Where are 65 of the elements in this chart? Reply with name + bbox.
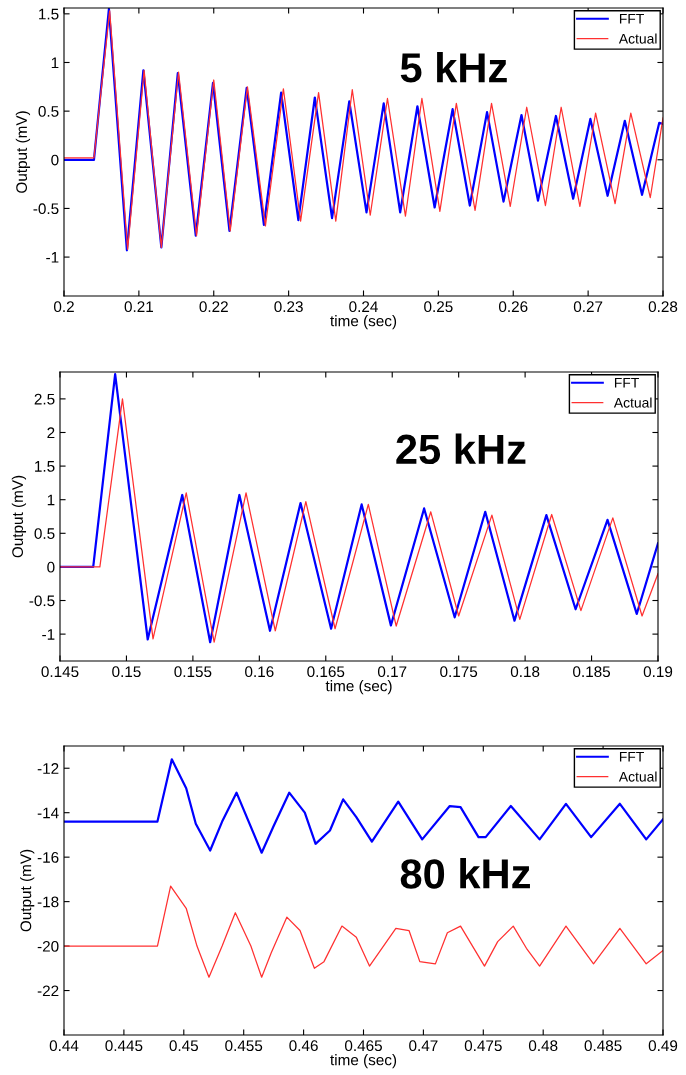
y-tick-label: -0.5	[33, 203, 59, 215]
y-axis-title: Output (mV)	[11, 475, 27, 558]
x-tick-label: 0.44	[49, 1040, 79, 1052]
y-tick-label: -1	[46, 252, 59, 263]
x-tick-label: 0.16	[245, 666, 274, 678]
legend-label: Actual	[618, 771, 657, 782]
x-tick-label: 0.24	[349, 301, 378, 313]
x-tick-label: 0.445	[105, 1040, 143, 1052]
legend-label: FFT	[619, 14, 644, 24]
y-tick-label: -18	[37, 896, 59, 908]
y-tick-label: 2	[47, 427, 55, 439]
x-tick-label: 0.475	[464, 1040, 502, 1052]
annotation: 80 kHz	[400, 858, 530, 889]
x-tick-label: 0.155	[174, 666, 212, 678]
x-tick-label: 0.185	[573, 666, 611, 678]
x-tick-label: 0.15	[112, 666, 141, 678]
x-tick-label: 0.28	[648, 301, 678, 313]
x-tick-label: 0.46	[289, 1040, 318, 1052]
x-tick-label: 0.465	[344, 1040, 382, 1052]
y-tick-label: 0.5	[38, 106, 59, 117]
y-tick-label: 1	[51, 57, 59, 69]
y-axis-title: Output (mV)	[15, 111, 31, 193]
x-tick-label: 0.455	[225, 1040, 263, 1052]
x-tick-label: 0.2	[53, 301, 74, 313]
x-tick-label: 0.48	[528, 1040, 558, 1052]
y-tick-label: -14	[37, 807, 59, 819]
y-tick-label: 1	[47, 494, 55, 506]
x-tick-label: 0.17	[377, 666, 407, 678]
x-axis-title: time (sec)	[330, 1054, 397, 1069]
y-tick-label: 2.5	[34, 393, 55, 405]
legend-label: FFT	[619, 752, 644, 762]
x-tick-label: 0.27	[573, 301, 603, 313]
y-tick-label: -1	[42, 629, 55, 640]
y-tick-label: -22	[37, 985, 59, 997]
legend-label: Actual	[613, 397, 652, 408]
x-tick-label: 0.21	[124, 301, 153, 313]
legend-label: FFT	[614, 378, 639, 388]
annotation: 25 kHz	[396, 433, 526, 465]
y-tick-label: -0.5	[29, 595, 55, 607]
y-tick-label: -12	[37, 763, 59, 774]
y-tick-label: -16	[37, 852, 59, 863]
x-tick-label: 0.165	[307, 666, 345, 678]
y-tick-label: 1.5	[39, 8, 59, 20]
x-tick-label: 0.47	[409, 1040, 438, 1052]
x-tick-label: 0.23	[274, 301, 303, 313]
x-tick-label: 0.145	[41, 666, 79, 678]
x-tick-label: 0.19	[643, 666, 673, 678]
x-tick-label: 0.26	[498, 301, 528, 313]
y-tick-label: 0	[47, 561, 55, 573]
x-tick-label: 0.22	[199, 301, 228, 313]
x-tick-label: 0.49	[648, 1040, 678, 1052]
legend-label: Actual	[618, 33, 657, 44]
x-tick-label: 0.175	[440, 666, 478, 678]
x-axis-title: time (sec)	[325, 680, 392, 695]
y-tick-label: -20	[37, 940, 59, 952]
x-tick-label: 0.45	[169, 1040, 199, 1052]
y-tick-label: 1.5	[35, 461, 55, 472]
y-axis-title: Output (mV)	[20, 849, 35, 932]
x-tick-label: 0.485	[584, 1040, 622, 1052]
x-tick-label: 0.18	[510, 666, 540, 678]
x-axis-title: time (sec)	[330, 315, 397, 330]
y-tick-label: 0.5	[34, 528, 55, 539]
y-tick-label: 0	[51, 154, 59, 166]
x-tick-label: 0.25	[424, 301, 453, 313]
annotation: 5 kHz	[400, 51, 507, 83]
